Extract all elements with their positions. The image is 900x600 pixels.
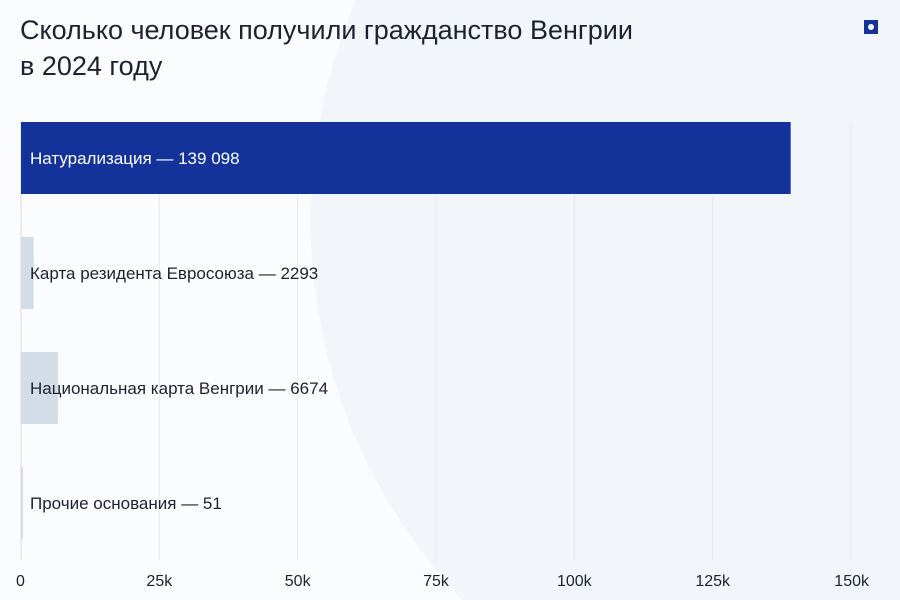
bar-label: Натурализация — 139 098 <box>30 149 240 168</box>
bar-label: Прочие основания — 51 <box>30 494 222 513</box>
x-tick-label: 25k <box>146 573 173 590</box>
bar <box>21 467 23 539</box>
x-tick-label: 100k <box>557 573 593 590</box>
logo-icon <box>864 20 878 34</box>
x-tick-label: 50k <box>285 573 312 590</box>
bar <box>21 352 58 424</box>
bar-label: Национальная карта Венгрии — 6674 <box>30 379 328 398</box>
chart-title: Сколько человек получили гражданство Вен… <box>20 15 633 81</box>
x-tick-label: 150k <box>834 573 870 590</box>
x-tick-label: 75k <box>423 573 450 590</box>
bar <box>21 122 791 194</box>
bar <box>21 237 34 309</box>
x-tick-label: 0 <box>16 573 25 590</box>
bar-label: Карта резидента Евросоюза — 2293 <box>30 264 318 283</box>
x-tick-label: 125k <box>695 573 731 590</box>
